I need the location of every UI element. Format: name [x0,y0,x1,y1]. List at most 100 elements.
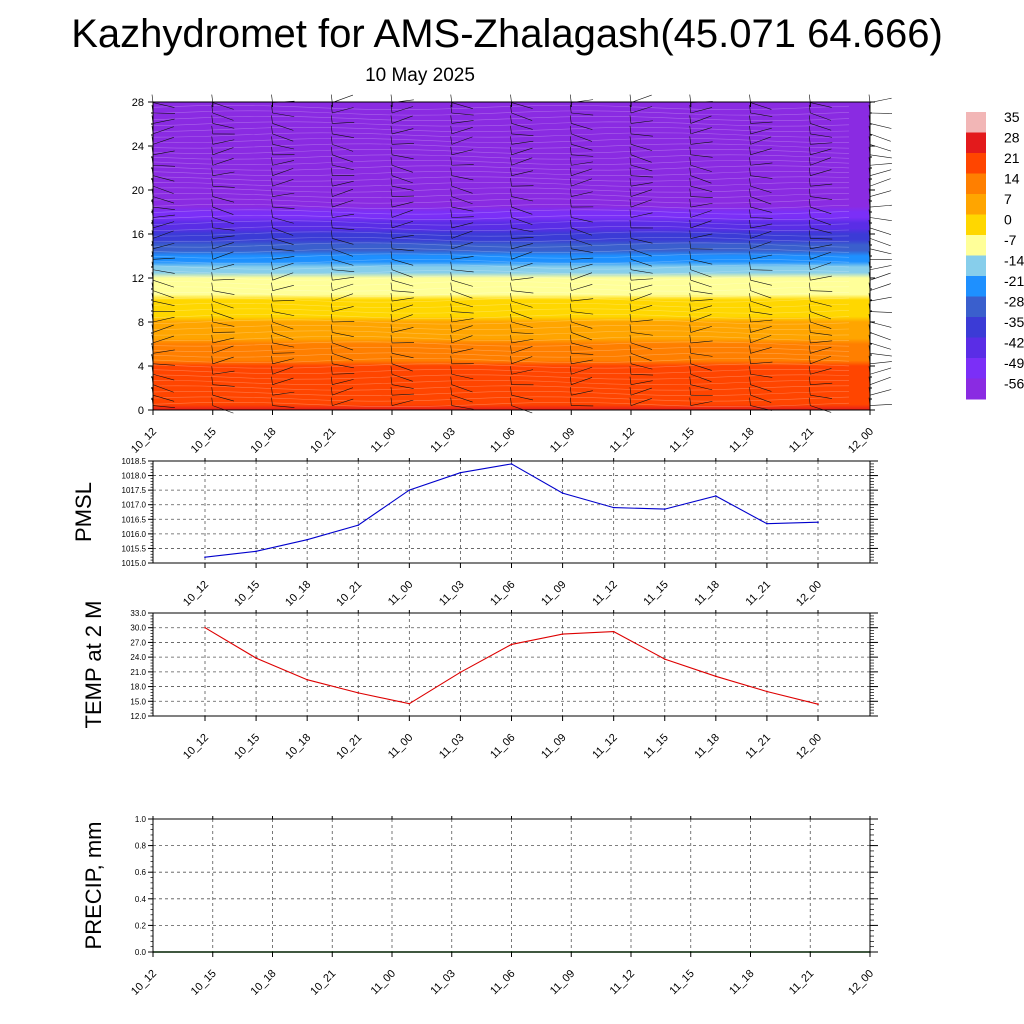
wind-barb [212,139,235,145]
wind-barb-flag [569,209,572,218]
wind-barb-flag [510,115,512,124]
x-tick-label: 11_06 [488,579,518,609]
wind-barb [750,290,772,299]
wind-barb [212,217,234,225]
wind-barb [152,242,175,250]
wind-barb [272,391,295,396]
wind-barb-flag [510,136,512,145]
wind-barb [511,321,533,328]
wind-barb [750,185,772,193]
x-tick-label: 11_09 [548,426,578,456]
wind-barb [690,314,712,323]
wind-barb [451,335,473,344]
wind-barb [810,394,833,399]
wind-barb-flag [271,199,273,208]
wind-barb [212,251,234,260]
contour-line [152,143,850,149]
x-tick-label: 11_15 [667,968,697,998]
wind-barb-flag [330,125,333,134]
wind-barb-flag [749,345,751,354]
x-tick-label: 11_18 [692,732,722,762]
wind-barb-flag [271,167,273,176]
wind-barb-flag [510,313,512,323]
wind-barb [571,257,594,260]
wind-barb [810,157,832,166]
wind-barb-flag [450,282,453,291]
wind-barb [391,235,414,239]
wind-barb-flag [808,157,811,166]
wind-barb-flag [390,282,393,291]
wind-barb [272,123,294,131]
wind-barb-flag [808,334,811,343]
wind-barb-flag [211,387,214,396]
wind-barb [511,140,534,145]
wind-barb [391,248,414,252]
wind-barb [332,248,354,257]
wind-barb-flag [271,240,273,249]
wind-barb [212,235,235,239]
wind-barb [630,120,653,124]
wind-barb [869,123,892,129]
wind-barb [810,238,833,240]
wind-barb [810,321,832,329]
wind-barb-flag [510,272,512,281]
wind-barb-flag [629,199,632,208]
data-point [408,489,411,491]
wind-barb-flag [211,230,214,239]
contour-line [152,187,850,193]
wind-barb [272,206,295,209]
wind-barb-flag [808,397,811,406]
wind-barb-flag [330,104,333,114]
wind-barb [750,196,772,205]
wind-barb [810,290,833,292]
x-tick-label: 10_18 [283,732,313,762]
wind-barb [690,141,713,145]
wind-barb-flag [569,324,572,333]
y-tick-label: 0 [138,405,144,417]
wind-barb [451,185,473,194]
data-point [766,522,768,525]
wind-barb-flag [330,146,333,155]
wind-barb [272,366,294,375]
wind-barb [391,175,413,184]
wind-barb-flag [510,94,512,103]
wind-barb-flag [629,355,632,364]
wind-barb-flag [211,136,214,145]
wind-barb-flag [629,324,632,333]
y-tick-label: 12.0 [130,712,146,721]
wind-barb [152,300,175,306]
wind-barb [810,355,832,365]
wind-barb-flag [689,397,692,406]
wind-barb [272,192,295,197]
wind-barb-flag [330,219,333,228]
wind-barb [391,220,414,229]
wind-barb-flag [629,345,632,354]
x-tick-label: 12_00 [846,968,876,998]
wind-barb-flag [808,104,811,114]
wind-barb [630,319,653,323]
x-tick-label: 11_18 [727,426,757,456]
wind-barb [810,206,832,214]
contour-line [152,324,850,331]
wind-barb [750,279,772,286]
wind-barb-flag [390,366,393,375]
wind-barb-flag [808,345,811,354]
wind-barb [391,290,414,293]
wind-barb [750,319,773,323]
x-tick-label: 11_03 [437,579,467,609]
wind-barb-flag [510,345,512,354]
wind-barb-flag [689,240,692,249]
wind-barb-flag [450,272,453,281]
wind-barb [511,102,533,109]
wind-barb [212,356,234,365]
contour-line [152,291,850,298]
chart-title: Kazhydromet for AMS-Zhalagash(45.071 64.… [71,12,943,56]
colorbar-label: -56 [1004,376,1024,392]
wind-barb-flag [510,376,512,385]
wind-barb-flag [629,251,632,260]
wind-barb [152,257,175,260]
data-point [306,678,308,681]
wind-barb-flag [808,376,811,385]
y-tick-label: 1018.0 [122,472,147,481]
